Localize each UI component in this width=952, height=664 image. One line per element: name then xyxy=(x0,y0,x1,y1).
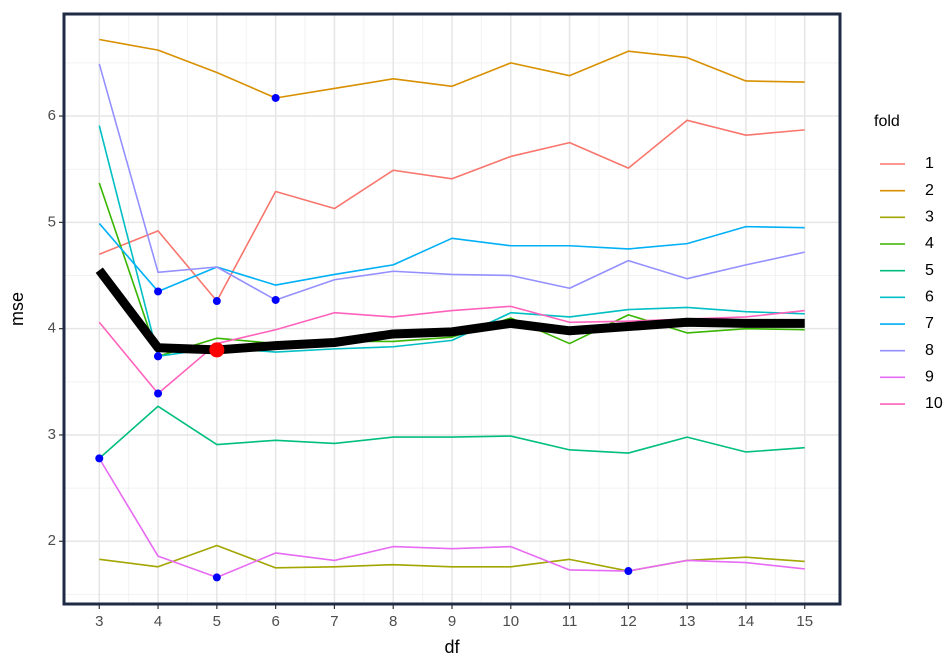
series-line xyxy=(99,38,805,99)
legend-label: 1 xyxy=(925,155,934,172)
x-tick-label: 6 xyxy=(271,613,279,630)
min-marker xyxy=(154,389,163,398)
min-marker xyxy=(212,297,221,306)
x-tick-label: 11 xyxy=(562,613,578,630)
x-tick-label: 10 xyxy=(502,613,519,630)
legend-label: 2 xyxy=(925,182,934,199)
legend-label: 3 xyxy=(925,209,934,226)
min-marker xyxy=(624,567,633,576)
legend-label: 5 xyxy=(925,262,934,279)
series-line xyxy=(98,182,805,358)
min-marker xyxy=(209,342,225,358)
x-tick-label: 12 xyxy=(620,613,637,630)
series-line xyxy=(98,405,805,459)
x-tick-label: 4 xyxy=(154,613,162,630)
min-marker xyxy=(212,573,221,582)
x-tick-label: 9 xyxy=(448,613,456,630)
y-tick-label: 5 xyxy=(48,213,56,230)
series-line xyxy=(98,63,805,301)
y-axis-title: mse xyxy=(7,292,27,326)
x-tick-label: 7 xyxy=(330,613,338,630)
legend-label: 8 xyxy=(925,342,934,359)
legend-label: 4 xyxy=(925,235,934,252)
min-marker xyxy=(154,287,163,296)
x-tick-label: 15 xyxy=(796,613,813,630)
x-tick-label: 14 xyxy=(738,613,755,630)
y-tick-label: 3 xyxy=(48,426,56,443)
panel-border xyxy=(62,12,842,606)
legend-label: 6 xyxy=(925,289,934,306)
x-tick-label: 5 xyxy=(213,613,221,630)
x-tick-label: 8 xyxy=(389,613,397,630)
min-marker xyxy=(271,295,280,304)
y-tick-label: 4 xyxy=(48,320,56,337)
legend-label: 9 xyxy=(925,369,934,386)
min-marker xyxy=(154,352,163,361)
y-tick-label: 2 xyxy=(48,532,56,549)
y-tick-label: 6 xyxy=(48,107,56,124)
legend-label: 7 xyxy=(925,315,934,332)
min-marker xyxy=(271,93,280,102)
min-marker xyxy=(95,454,104,463)
x-axis-title: df xyxy=(444,637,460,657)
x-tick-label: 13 xyxy=(679,613,696,630)
x-tick-label: 3 xyxy=(95,613,103,630)
legend-title: fold xyxy=(874,113,900,130)
legend-label: 10 xyxy=(925,395,943,412)
